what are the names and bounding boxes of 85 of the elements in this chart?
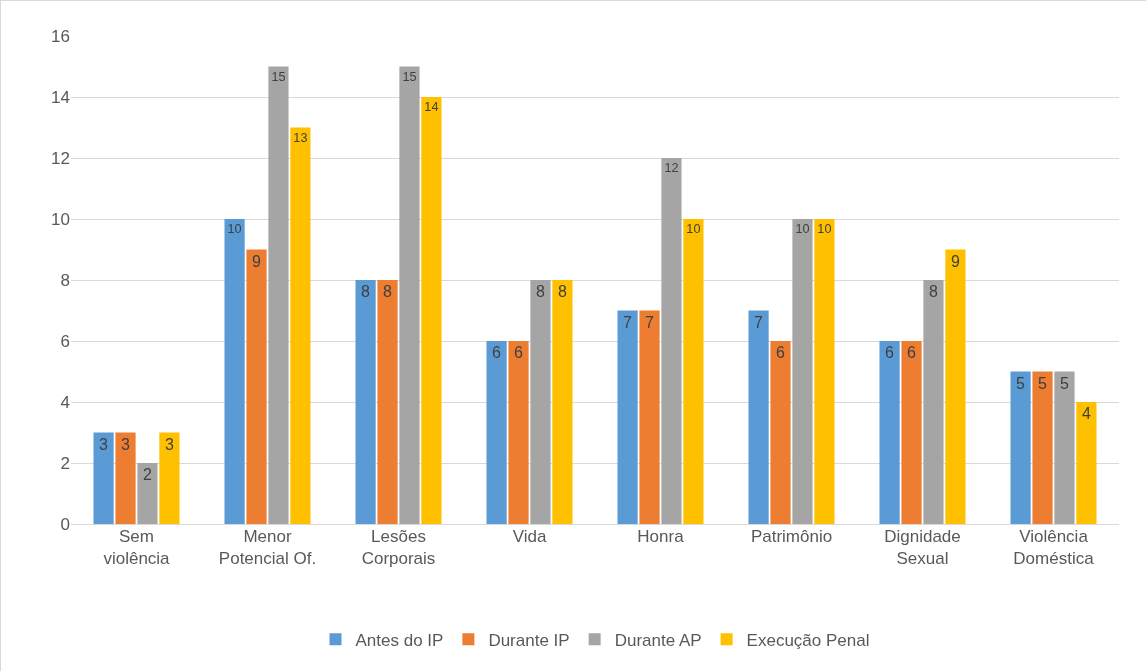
data-label: 3 [99,435,109,453]
bar [137,463,158,524]
data-label: 5 [1038,374,1048,392]
y-tick-label: 16 [51,26,70,46]
bar [159,432,180,524]
bar [1032,371,1053,524]
data-label: 7 [645,313,655,331]
y-tick-label: 6 [60,331,70,351]
y-tick-label: 0 [60,514,70,534]
x-tick-label: Honra [637,527,685,546]
data-label: 10 [795,222,810,237]
x-tick-label: Menor Potencial Of. [218,527,317,569]
legend-label: Durante AP [614,630,702,650]
data-label: 8 [361,283,371,300]
bar [377,280,398,524]
data-label: 9 [950,252,960,270]
data-label: 3 [121,435,131,453]
data-label: 10 [227,222,242,237]
data-label: 13 [293,130,308,145]
data-label: 6 [492,344,502,361]
bar [770,341,791,524]
data-label: 10 [817,222,832,237]
data-label: 2 [142,466,152,483]
x-tick-label: Patrimônio [750,527,833,546]
data-label: 8 [535,283,545,300]
x-tick-label: Sem violência [103,527,171,569]
bar [923,280,944,524]
x-tick-label: Violência Doméstica [1013,527,1095,569]
bar [552,280,573,524]
x-tick-label: Vida [512,527,547,546]
bar [683,219,704,524]
bar [945,249,966,524]
bar [661,158,682,524]
y-tick-label: 2 [60,453,70,473]
legend-label: Antes do IP [355,630,444,650]
bar [290,127,311,524]
data-label: 14 [424,100,439,115]
data-label: 9 [252,252,262,270]
data-label: 3 [164,435,174,453]
bar [93,432,114,524]
x-tick-label: Lesões Corporais [361,527,436,569]
bar [530,280,551,524]
bar [399,66,420,524]
bar [879,341,900,524]
data-label: 6 [776,344,786,361]
bar [268,66,289,524]
bar [421,97,442,524]
data-label: 5 [1059,374,1069,392]
bar [901,341,922,524]
y-tick-label: 8 [60,270,70,290]
data-label: 8 [928,283,938,300]
data-label: 6 [514,344,524,361]
y-tick-label: 10 [51,209,70,229]
data-label: 15 [402,69,417,84]
legend-label: Durante IP [488,630,570,650]
bar [814,219,835,524]
y-tick-label: 14 [51,87,70,107]
bar [1076,402,1097,524]
bar [792,219,813,524]
data-label: 4 [1081,405,1091,422]
legend-label: Execução Penal [746,630,870,650]
data-label: 7 [754,313,764,331]
bar [246,249,267,524]
data-label: 15 [271,69,286,84]
bar [1054,371,1075,524]
y-tick-label: 12 [51,148,70,168]
data-label: 8 [383,283,393,300]
data-label: 10 [686,222,701,237]
bar [639,310,660,524]
y-tick-label: 4 [60,392,70,412]
bar [115,432,136,524]
data-label: 12 [664,161,679,176]
bar [355,280,376,524]
x-tick-label: Dignidade Sexual [884,527,961,569]
data-label: 7 [623,313,633,331]
bar [224,219,245,524]
data-label: 5 [1016,374,1026,392]
bar [486,341,507,524]
bar [748,310,769,524]
data-label: 8 [557,283,567,300]
bar [508,341,529,524]
data-label: 6 [885,344,895,361]
data-label: 6 [907,344,917,361]
bar [1010,371,1031,524]
bar [617,310,638,524]
